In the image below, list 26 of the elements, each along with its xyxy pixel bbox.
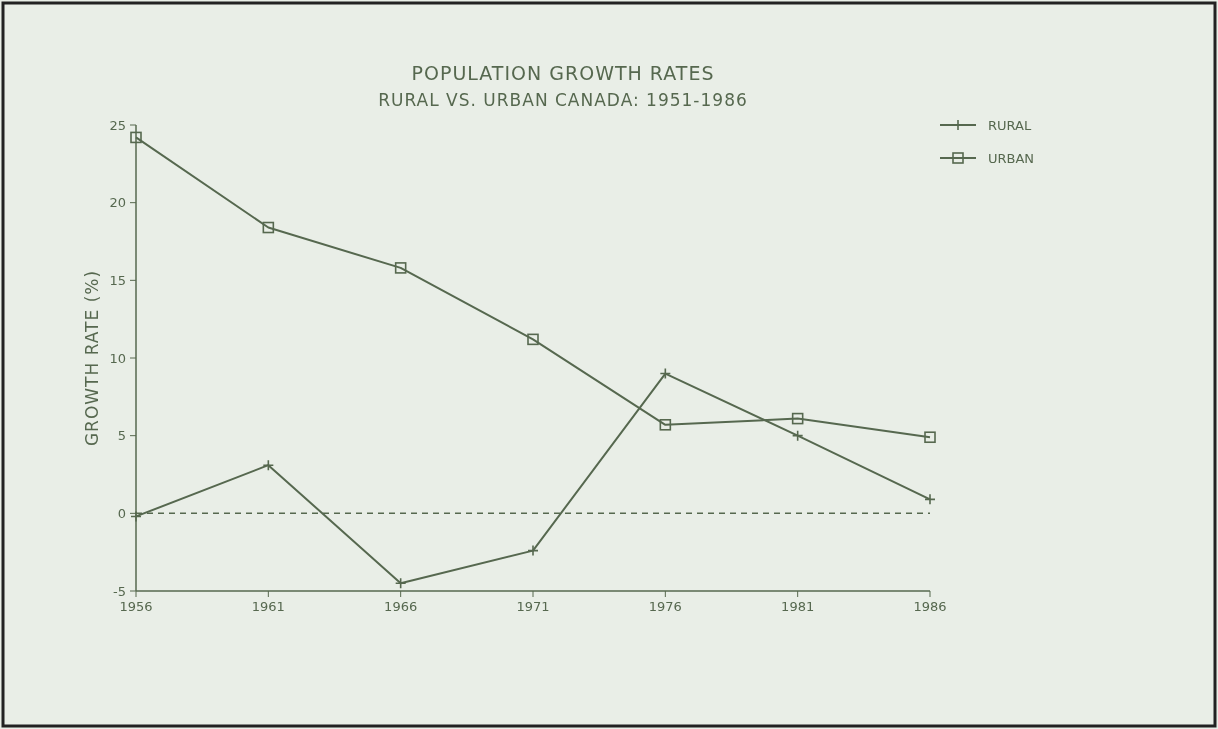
- x-tick-label: 1966: [384, 599, 418, 614]
- point: [527, 333, 539, 346]
- y-tick-label: 20: [109, 195, 126, 211]
- legend-label: URBAN: [988, 150, 1035, 166]
- point: [262, 221, 275, 234]
- y-axis-title: GROWTH RATE (%): [82, 269, 102, 447]
- y-tick-label: 0: [117, 505, 126, 521]
- x-tick-label: 1956: [119, 599, 153, 614]
- chart-subtitle: RURAL VS. URBAN CANADA: 1951-1986: [378, 90, 748, 110]
- point: [394, 262, 407, 274]
- y-tick-label: 5: [117, 428, 126, 444]
- x-tick-label: 1981: [781, 599, 815, 614]
- y-tick-label: 25: [109, 117, 126, 133]
- point: [659, 418, 672, 431]
- y-tick-label: 10: [109, 350, 126, 366]
- chart-title: POPULATION GROWTH RATES: [411, 62, 715, 84]
- x-tick-label: 1976: [648, 599, 682, 614]
- legend-label: RURAL: [988, 117, 1032, 133]
- x-tick-label: 1971: [516, 599, 550, 614]
- x-tick-label: 1986: [913, 599, 947, 614]
- point: [791, 412, 804, 425]
- point: [924, 431, 936, 444]
- x-tick-label: 1961: [251, 599, 285, 614]
- y-tick-label: -5: [113, 583, 126, 599]
- point: [130, 131, 142, 144]
- y-tick-label: 15: [109, 272, 126, 288]
